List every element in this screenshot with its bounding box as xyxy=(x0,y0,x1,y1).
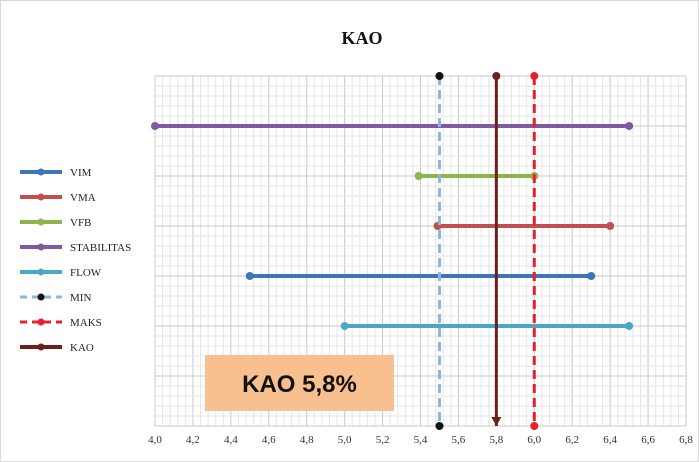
series-point-stabilitas-start xyxy=(151,122,159,130)
x-tick-label: 6,2 xyxy=(565,434,579,446)
legend-marker-min xyxy=(37,293,45,301)
vline-point-kao-top xyxy=(492,72,501,80)
legend-label-vim: VIM xyxy=(70,167,92,179)
series-point-flow-end xyxy=(625,322,634,330)
annotation-text: KAO 5,8% xyxy=(242,371,357,398)
x-tick-label: 5,4 xyxy=(414,434,428,446)
x-tick-label: 6,8 xyxy=(679,434,693,446)
legend-marker-kao xyxy=(37,343,45,351)
vline-point-min-top xyxy=(435,72,444,80)
x-tick-label: 5,2 xyxy=(376,434,390,446)
series-point-vfb-start xyxy=(414,172,423,180)
vline-point-maks-bottom xyxy=(530,422,539,430)
series-point-flow-start xyxy=(340,322,349,330)
x-tick-label: 4,0 xyxy=(148,434,162,446)
x-tick-label: 5,8 xyxy=(489,434,503,446)
range-series xyxy=(151,122,634,330)
series-point-vim-end xyxy=(587,272,596,280)
x-tick-label: 6,6 xyxy=(641,434,655,446)
annotation: KAO 5,8% xyxy=(205,355,394,411)
vline-arrow-kao xyxy=(491,417,502,426)
legend-marker-vim xyxy=(37,168,45,176)
vertical-lines xyxy=(435,72,539,430)
legend: VIM VMA VFB STABILITAS FLOW MIN MAKS KAO xyxy=(20,167,131,354)
x-tick-label: 6,4 xyxy=(603,434,617,446)
x-tick-label: 5,6 xyxy=(452,434,466,446)
legend-label-min: MIN xyxy=(70,292,91,304)
legend-label-kao: KAO xyxy=(70,342,94,354)
annotation-box xyxy=(205,355,394,411)
legend-label-vfb: VFB xyxy=(70,217,91,229)
x-tick-label: 4,4 xyxy=(224,434,238,446)
legend-marker-vma xyxy=(37,193,45,201)
vline-point-maks-top xyxy=(530,72,539,80)
chart-title: KAO xyxy=(341,28,382,48)
x-tick-label: 4,6 xyxy=(262,434,276,446)
x-tick-label: 4,8 xyxy=(300,434,314,446)
legend-marker-vfb xyxy=(37,218,45,226)
legend-label-stabilitas: STABILITAS xyxy=(70,242,131,254)
legend-label-flow: FLOW xyxy=(70,267,102,279)
x-tick-label: 4,2 xyxy=(186,434,200,446)
series-point-stabilitas-end xyxy=(625,122,634,130)
x-axis-ticks: 4,0 4,2 4,4 4,6 4,8 5,0 5,2 5,4 5,6 5,8 6,0 6,2 6,4 6… xyxy=(148,434,693,446)
legend-label-vma: VMA xyxy=(70,192,96,204)
x-tick-label: 5,0 xyxy=(338,434,352,446)
legend-label-maks: MAKS xyxy=(70,317,102,329)
grid xyxy=(154,75,687,427)
x-tick-label: 6,0 xyxy=(527,434,541,446)
vline-point-min-bottom xyxy=(435,422,444,430)
series-point-vim-start xyxy=(245,272,254,280)
legend-marker-stabilitas xyxy=(37,243,45,251)
legend-marker-flow xyxy=(37,268,45,276)
legend-marker-maks xyxy=(37,318,45,326)
series-point-vma-end xyxy=(606,222,615,230)
